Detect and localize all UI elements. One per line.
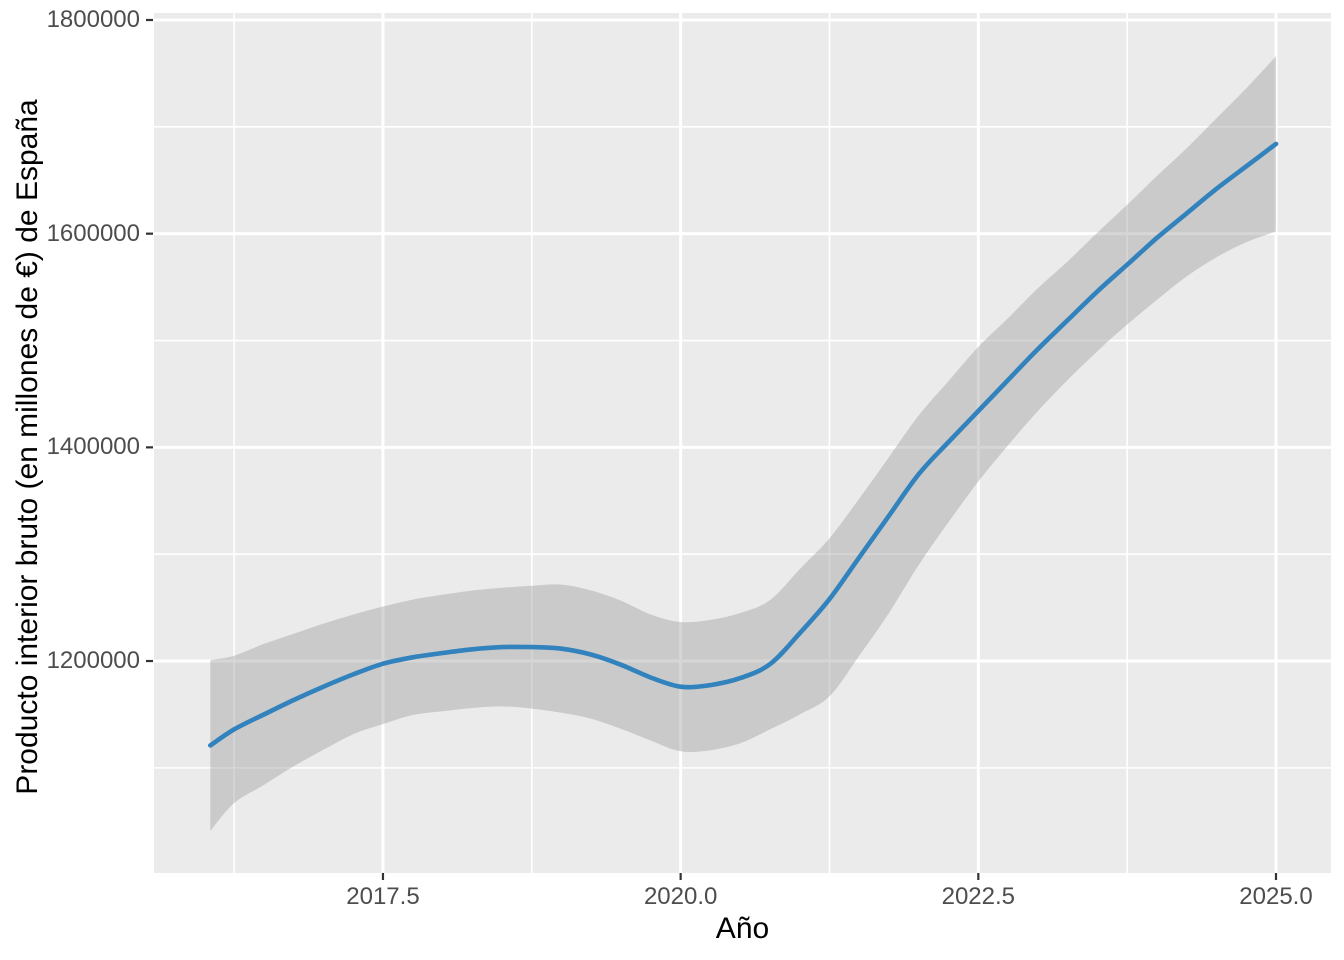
x-tick-label: 2022.5 <box>941 883 1016 910</box>
x-axis-title: Año <box>715 912 770 945</box>
y-tick-label: 1600000 <box>46 219 140 247</box>
x-tick-label: 2025.0 <box>1239 883 1313 910</box>
y-axis-title: Producto interior bruto (en millones de … <box>11 99 44 795</box>
y-tick-label: 1200000 <box>46 647 140 675</box>
trend-line <box>208 141 1279 748</box>
confidence-band <box>210 56 1276 831</box>
y-tick-label: 1400000 <box>46 433 140 461</box>
x-tick-label: 2017.5 <box>346 883 420 910</box>
x-tick-label: 2020.0 <box>643 883 718 910</box>
y-tick-label: 1800000 <box>46 5 140 33</box>
plot-panel <box>154 13 1331 873</box>
